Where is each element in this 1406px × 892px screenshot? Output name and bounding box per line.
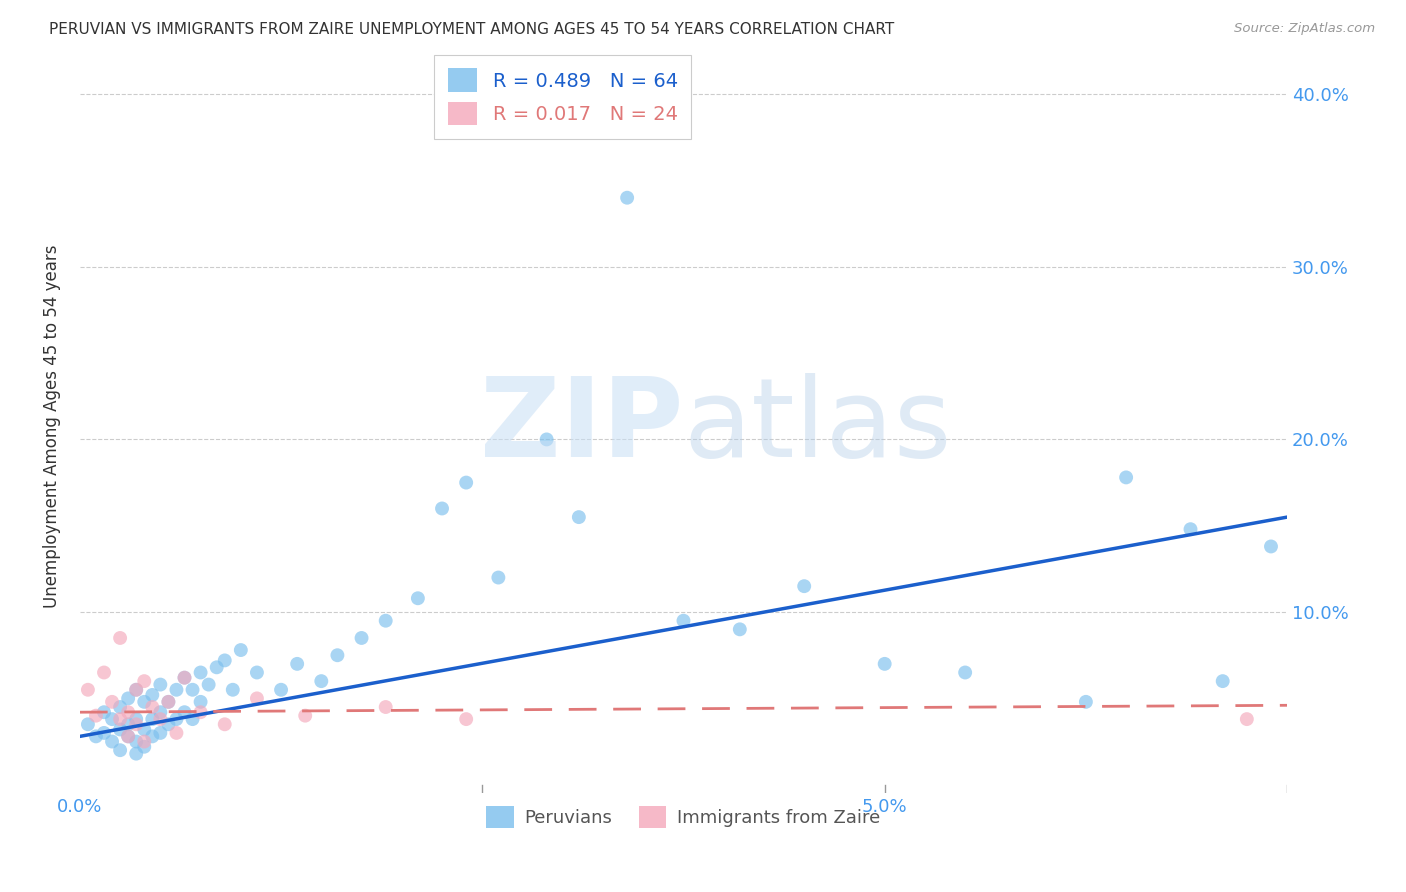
Point [134, 734, 156, 748]
Point [134, 739, 156, 754]
Point [214, 653, 236, 667]
Point [165, 712, 187, 726]
Point [141, 700, 163, 714]
Y-axis label: Unemployment Among Ages 45 to 54 years: Unemployment Among Ages 45 to 54 years [44, 244, 60, 608]
Point [117, 730, 139, 744]
Point [350, 631, 373, 645]
Point [486, 570, 509, 584]
Point [141, 688, 163, 702]
Point [793, 579, 815, 593]
Point [1212, 674, 1234, 689]
Point [374, 614, 396, 628]
Point [205, 660, 228, 674]
Point [125, 682, 148, 697]
Point [728, 623, 751, 637]
Point [108, 712, 131, 726]
Point [311, 674, 333, 689]
Point [117, 691, 139, 706]
Text: Source: ZipAtlas.com: Source: ZipAtlas.com [1234, 22, 1375, 36]
Point [214, 717, 236, 731]
Point [157, 695, 180, 709]
Point [101, 695, 124, 709]
Point [149, 705, 172, 719]
Point [93, 726, 115, 740]
Point [246, 665, 269, 680]
Point [1074, 695, 1097, 709]
Point [190, 695, 212, 709]
Point [149, 726, 172, 740]
Point [229, 643, 252, 657]
Point [1236, 712, 1258, 726]
Point [134, 674, 156, 689]
Point [1260, 540, 1282, 554]
Point [672, 614, 695, 628]
Point [125, 734, 148, 748]
Point [173, 671, 195, 685]
Point [149, 712, 172, 726]
Point [190, 705, 212, 719]
Point [84, 708, 107, 723]
Point [953, 665, 976, 680]
Point [165, 682, 187, 697]
Point [125, 682, 148, 697]
Point [93, 705, 115, 719]
Point [285, 657, 308, 671]
Point [157, 695, 180, 709]
Point [93, 665, 115, 680]
Point [456, 475, 478, 490]
Point [173, 671, 195, 685]
Point [246, 691, 269, 706]
Point [294, 708, 316, 723]
Point [536, 433, 558, 447]
Point [456, 712, 478, 726]
Text: atlas: atlas [683, 373, 952, 480]
Point [108, 700, 131, 714]
Point [568, 510, 591, 524]
Point [165, 726, 187, 740]
Point [374, 700, 396, 714]
Point [134, 695, 156, 709]
Point [125, 747, 148, 761]
Point [1115, 470, 1137, 484]
Text: ZIP: ZIP [479, 373, 683, 480]
Point [1180, 522, 1202, 536]
Point [77, 717, 100, 731]
Point [326, 648, 349, 663]
Point [616, 191, 638, 205]
Point [141, 712, 163, 726]
Point [101, 712, 124, 726]
Point [125, 712, 148, 726]
Point [125, 717, 148, 731]
Point [270, 682, 292, 697]
Point [190, 665, 212, 680]
Point [157, 717, 180, 731]
Point [873, 657, 896, 671]
Point [222, 682, 245, 697]
Point [430, 501, 453, 516]
Point [141, 730, 163, 744]
Point [108, 723, 131, 737]
Point [108, 631, 131, 645]
Point [406, 591, 429, 606]
Point [197, 677, 219, 691]
Point [181, 712, 204, 726]
Point [173, 705, 195, 719]
Point [84, 730, 107, 744]
Legend: Peruvians, Immigrants from Zaire: Peruvians, Immigrants from Zaire [479, 799, 887, 836]
Point [77, 682, 100, 697]
Point [134, 723, 156, 737]
Point [181, 682, 204, 697]
Point [117, 717, 139, 731]
Point [108, 743, 131, 757]
Point [117, 705, 139, 719]
Point [149, 677, 172, 691]
Point [101, 734, 124, 748]
Point [117, 730, 139, 744]
Text: PERUVIAN VS IMMIGRANTS FROM ZAIRE UNEMPLOYMENT AMONG AGES 45 TO 54 YEARS CORRELA: PERUVIAN VS IMMIGRANTS FROM ZAIRE UNEMPL… [49, 22, 894, 37]
